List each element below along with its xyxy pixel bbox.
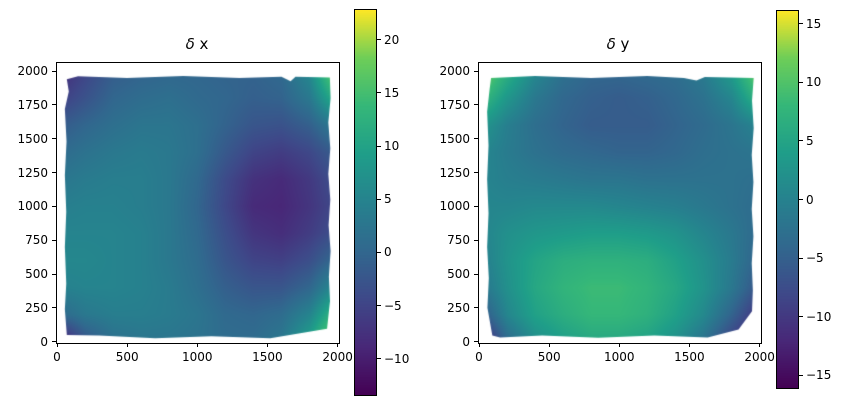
colorbar-tick-mark xyxy=(377,251,381,253)
colorbar-tick-label: 10 xyxy=(806,75,822,90)
y-tick-label: 750 xyxy=(25,233,48,248)
x-tick-mark xyxy=(266,343,268,347)
colorbar-tick-label: 15 xyxy=(806,16,822,31)
delta-x-heatmap-canvas xyxy=(57,63,339,343)
y-tick-label: 750 xyxy=(447,233,470,248)
x-tick-label: 500 xyxy=(115,350,139,364)
y-tick-mark xyxy=(474,341,478,343)
colorbar-tick-mark xyxy=(799,316,803,318)
x-tick-label: 2000 xyxy=(322,350,353,364)
colorbar-tick-mark xyxy=(799,199,803,200)
y-tick-label: 1750 xyxy=(17,97,48,112)
y-tick-label: 1250 xyxy=(439,165,470,180)
x-tick-mark xyxy=(548,343,550,347)
y-tick-label: 250 xyxy=(25,300,48,315)
x-tick-mark xyxy=(126,343,128,347)
x-tick-mark xyxy=(759,343,761,347)
y-tick-mark xyxy=(52,307,56,309)
y-tick-label: 1750 xyxy=(439,97,470,112)
y-tick-mark xyxy=(474,273,478,275)
y-tick-label: 1250 xyxy=(17,165,48,180)
title-axis-letter: x xyxy=(194,35,209,53)
colorbar-tick-label: −10 xyxy=(384,351,410,366)
y-tick-mark xyxy=(52,205,56,207)
colorbar-tick-label: 5 xyxy=(806,133,814,148)
x-tick-mark xyxy=(337,343,339,347)
y-tick-mark xyxy=(52,341,56,343)
x-tick-label: 1000 xyxy=(604,350,635,364)
colorbar-tick-mark xyxy=(377,198,381,200)
colorbar-tick-mark xyxy=(377,145,381,147)
delta-y-heatmap-canvas xyxy=(479,63,761,343)
y-tick-mark xyxy=(474,138,478,140)
y-tick-label: 0 xyxy=(462,334,470,349)
colorbar-tick-label: −5 xyxy=(384,298,402,313)
delta-symbol: δ xyxy=(185,35,195,53)
x-tick-label: 1500 xyxy=(674,350,705,364)
colorbar-tick-mark xyxy=(799,140,803,142)
y-tick-label: 2000 xyxy=(439,64,470,79)
colorbar-tick-label: 20 xyxy=(384,32,400,47)
colorbar-tick-mark xyxy=(377,305,381,307)
colorbar-tick-mark xyxy=(799,81,803,83)
colorbar-delta-x xyxy=(354,9,377,396)
y-tick-mark xyxy=(52,70,56,72)
colorbar-tick-label: 15 xyxy=(384,85,400,100)
colorbar-tick-mark xyxy=(377,39,381,41)
colorbar-tick-mark xyxy=(377,358,381,360)
y-tick-mark xyxy=(474,205,478,207)
y-tick-label: 250 xyxy=(447,300,470,315)
x-tick-mark xyxy=(56,343,58,347)
colorbar-tick-mark xyxy=(799,23,803,25)
axes-delta-y xyxy=(478,62,762,344)
y-tick-label: 500 xyxy=(25,267,48,281)
delta-symbol: δ xyxy=(606,35,616,53)
y-tick-mark xyxy=(474,172,478,174)
y-tick-mark xyxy=(52,273,56,275)
x-tick-label: 500 xyxy=(537,350,561,364)
colorbar-tick-label: 0 xyxy=(806,192,814,207)
colorbar-delta-y xyxy=(776,10,799,389)
y-tick-mark xyxy=(52,239,56,241)
colorbar-tick-label: 5 xyxy=(384,192,392,207)
x-tick-mark xyxy=(196,343,198,347)
x-tick-mark xyxy=(688,343,690,347)
colorbar-tick-label: 10 xyxy=(384,139,400,154)
plot-title-delta-x: δ x xyxy=(186,35,209,53)
colorbar-tick-label: −15 xyxy=(806,368,832,383)
colorbar-tick-mark xyxy=(377,92,381,94)
colorbar-tick-mark xyxy=(799,374,803,376)
y-tick-label: 1000 xyxy=(17,199,48,214)
x-tick-label: 0 xyxy=(53,350,61,364)
colorbar-tick-label: −5 xyxy=(806,251,824,266)
y-tick-label: 0 xyxy=(40,334,48,349)
y-tick-mark xyxy=(474,104,478,106)
y-tick-mark xyxy=(52,104,56,106)
y-tick-label: 2000 xyxy=(17,64,48,79)
colorbar-tick-mark xyxy=(799,257,803,259)
axes-delta-x xyxy=(56,62,340,344)
y-tick-mark xyxy=(52,138,56,140)
colorbar-tick-label: 0 xyxy=(384,245,392,260)
y-tick-label: 1500 xyxy=(439,131,470,146)
x-tick-mark xyxy=(478,343,480,347)
y-tick-label: 1500 xyxy=(17,131,48,146)
colorbar-tick-label: −10 xyxy=(806,309,832,324)
x-tick-label: 2000 xyxy=(744,350,775,364)
y-tick-label: 1000 xyxy=(439,199,470,214)
y-tick-label: 500 xyxy=(447,267,470,281)
y-tick-mark xyxy=(474,239,478,241)
plot-title-delta-y: δ y xyxy=(607,35,630,53)
x-tick-label: 0 xyxy=(475,350,483,364)
colorbar-delta-y-gradient xyxy=(777,11,798,388)
y-tick-mark xyxy=(52,172,56,174)
y-tick-mark xyxy=(474,307,478,309)
x-tick-label: 1000 xyxy=(182,350,213,364)
title-axis-letter: y xyxy=(615,35,630,53)
colorbar-delta-x-gradient xyxy=(355,10,376,395)
x-tick-mark xyxy=(618,343,620,347)
y-tick-mark xyxy=(474,70,478,72)
x-tick-label: 1500 xyxy=(252,350,283,364)
